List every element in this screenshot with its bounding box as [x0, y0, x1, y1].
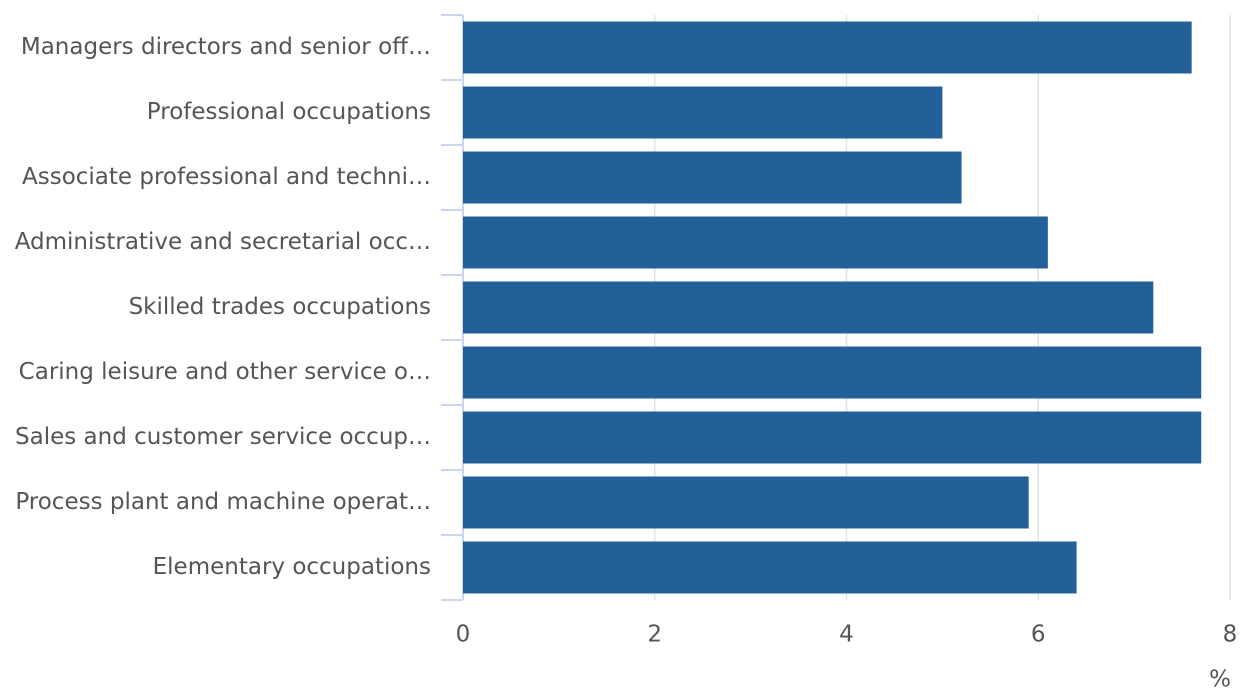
bar	[463, 476, 1029, 529]
y-tick-label: Elementary occupations	[153, 554, 431, 580]
y-tick-label: Sales and customer service occup…	[15, 424, 431, 450]
bar	[463, 151, 962, 204]
y-tick-label: Managers directors and senior off…	[21, 34, 431, 60]
x-tick-label: 8	[1223, 622, 1238, 648]
x-axis-label: %	[1209, 667, 1231, 691]
bar	[463, 346, 1202, 399]
x-tick-label: 2	[647, 622, 662, 648]
bar	[463, 281, 1154, 334]
y-tick-label: Skilled trades occupations	[129, 294, 431, 320]
bar	[463, 86, 943, 139]
x-tick-label: 4	[839, 622, 854, 648]
y-tick-label: Professional occupations	[147, 99, 431, 125]
y-tick-label: Process plant and machine operat…	[15, 489, 431, 515]
x-tick-label: 0	[456, 622, 471, 648]
bar	[463, 541, 1077, 594]
y-tick-label: Administrative and secretarial occ…	[15, 229, 431, 255]
bar	[463, 216, 1048, 269]
x-tick-label: 6	[1031, 622, 1046, 648]
bar	[463, 21, 1192, 74]
bar	[463, 411, 1202, 464]
y-tick-label: Caring leisure and other service o…	[19, 359, 431, 385]
y-tick-label: Associate professional and techni…	[22, 164, 431, 190]
